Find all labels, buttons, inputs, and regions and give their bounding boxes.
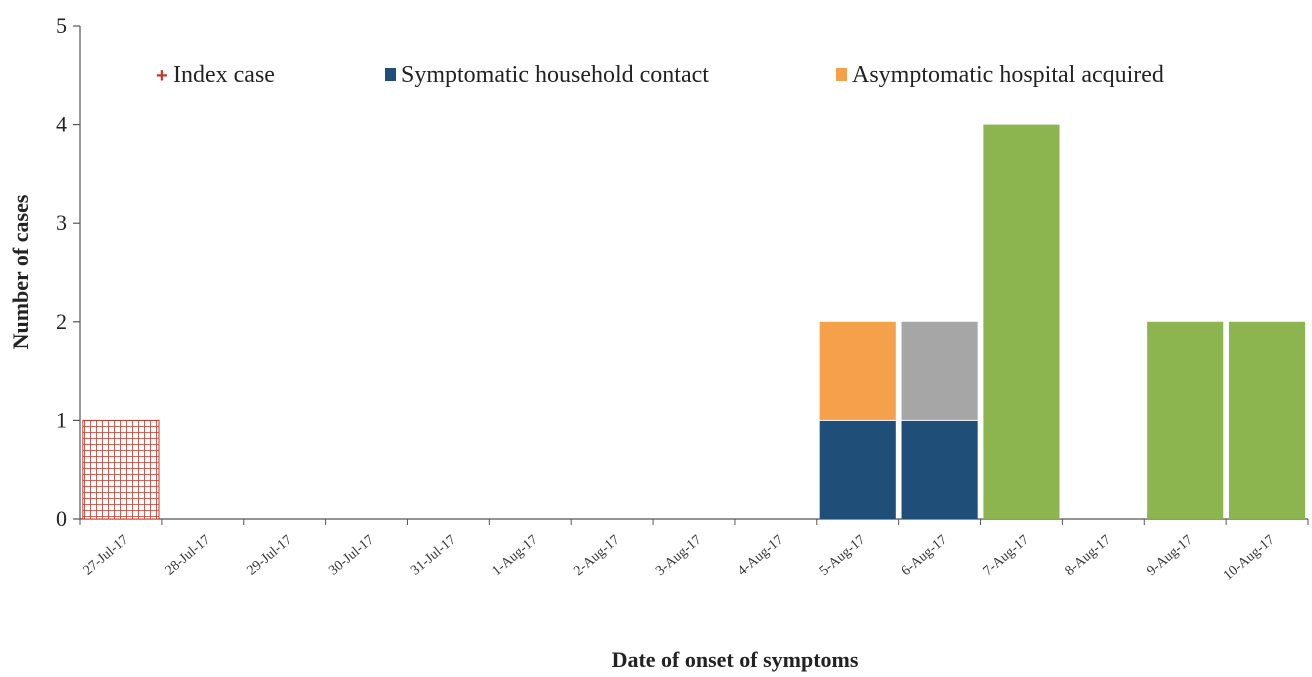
y-tick-label: 5: [56, 13, 67, 38]
x-tick-label: 10-Aug-17: [1221, 533, 1278, 584]
x-tick-label: 4-Aug-17: [735, 533, 786, 579]
y-tick-label: 3: [56, 210, 67, 235]
x-tick-label: 29-Jul-17: [244, 533, 295, 579]
x-tick-label: 6-Aug-17: [899, 533, 950, 579]
x-axis-title: Date of onset of symptoms: [612, 647, 859, 672]
bar-segment: [1228, 321, 1306, 519]
legend-marker-index-case: +: [156, 65, 168, 87]
legend-label: Symptomatic household contact: [401, 62, 709, 88]
legend-label: Index case: [173, 62, 275, 88]
y-tick-label: 1: [56, 407, 67, 432]
legend: + Index case Symptomatic household contact…: [156, 62, 1164, 88]
x-tick-label: 28-Jul-17: [163, 533, 214, 579]
x-tick-label: 30-Jul-17: [326, 533, 377, 579]
y-tick-label: 0: [56, 506, 67, 531]
x-tick-label: 1-Aug-17: [489, 533, 540, 579]
bar-segment: [819, 420, 896, 519]
y-tick-label: 4: [56, 112, 67, 137]
legend-swatch: [385, 68, 396, 81]
bar-segment: [901, 420, 978, 519]
bar-segment: [819, 321, 896, 421]
x-tick-label: 2-Aug-17: [571, 533, 622, 579]
bar-segment: [983, 124, 1060, 519]
y-tick-label: 2: [56, 309, 67, 334]
x-tick-label: 31-Jul-17: [408, 533, 459, 579]
x-tick-label: 7-Aug-17: [981, 533, 1032, 579]
legend-label: Asymptomatic hospital acquired: [852, 62, 1164, 88]
x-tick-label: 8-Aug-17: [1063, 533, 1114, 579]
x-tick-label: 5-Aug-17: [817, 533, 868, 579]
bar-segment: [1147, 321, 1224, 519]
y-axis-title: Number of cases: [8, 194, 33, 349]
x-tick-label: 9-Aug-17: [1144, 533, 1195, 579]
plot-area: 0 1 2 3 4 5 27-Jul-17 28-Jul-17 29-Jul-17 30-Jul-…: [56, 13, 1309, 584]
x-tick-label: 3-Aug-17: [653, 533, 704, 579]
bar-segment: [82, 419, 160, 520]
bar-segment: [901, 321, 978, 421]
x-tick-label: 27-Jul-17: [81, 533, 132, 579]
legend-swatch: [836, 68, 847, 81]
